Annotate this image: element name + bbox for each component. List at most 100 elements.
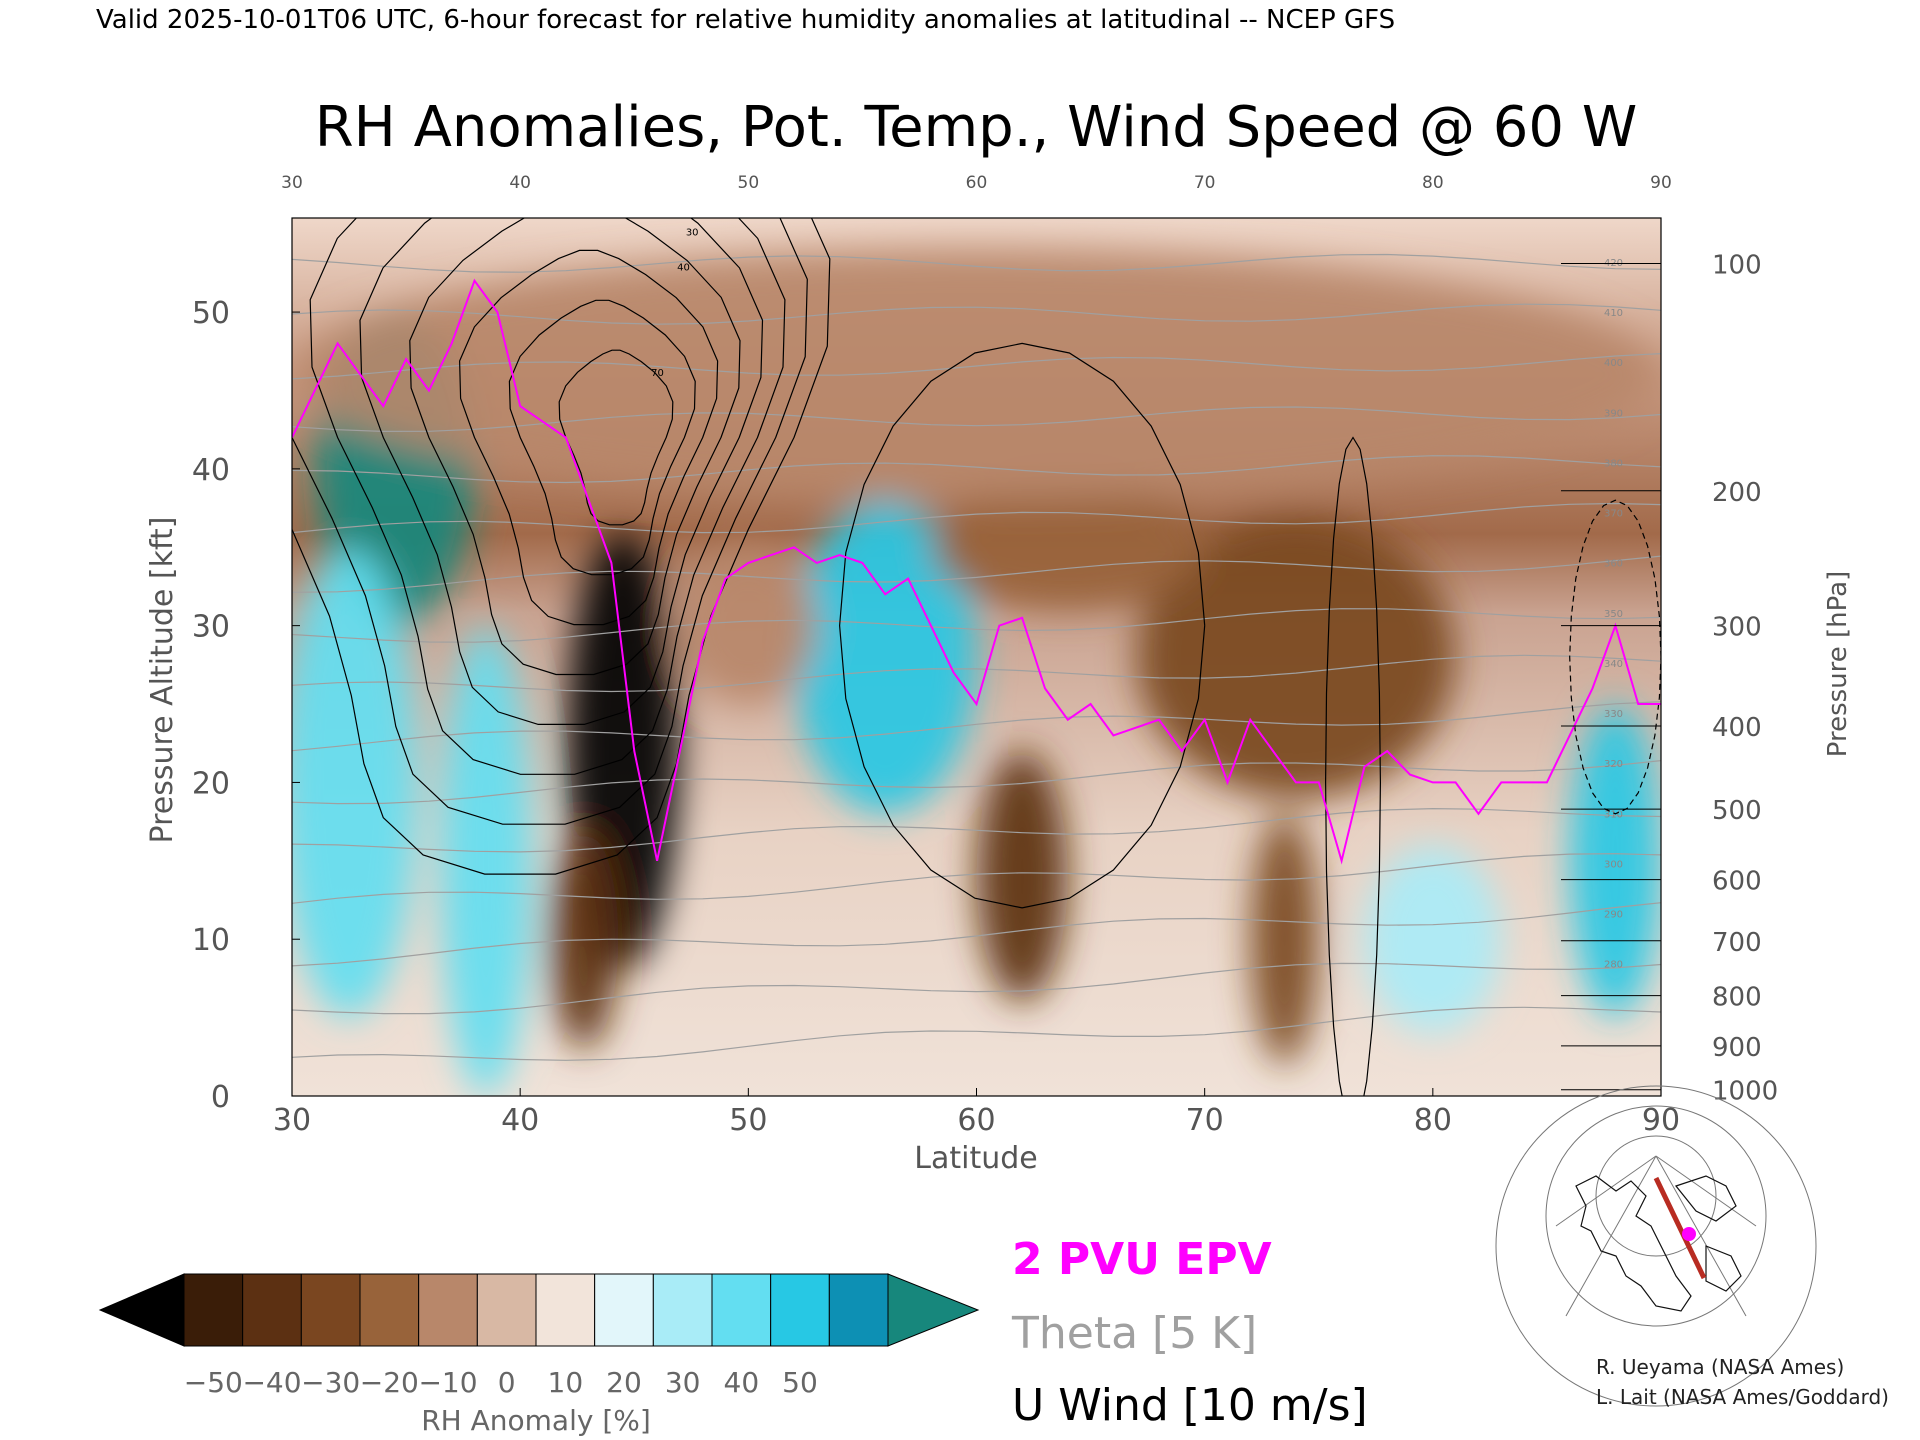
rh-anomaly-fields — [292, 249, 1661, 1096]
y-axis-right-label: Pressure [hPa] — [1823, 571, 1853, 758]
theta-label-290: 290 — [1604, 910, 1623, 921]
theta-line-350 — [292, 608, 1661, 643]
colorbar: −50 −40 −30 −20 −10 0 10 20 30 40 50 — [98, 1273, 980, 1399]
rh-field-13 — [292, 249, 1661, 501]
colorbar-high-arrow — [887, 1273, 980, 1347]
colorbar-segment-2 — [300, 1273, 361, 1347]
legend-theta: Theta [5 K] — [1011, 1308, 1257, 1359]
u-wind-contour-30 — [359, 218, 764, 726]
u-wind-contour-40 — [409, 218, 741, 676]
colorbar-segment-11 — [828, 1273, 889, 1347]
colorbar-tick-8: 30 — [665, 1366, 701, 1399]
colorbar-label: RH Anomaly [%] — [421, 1404, 651, 1437]
theta-label-330: 330 — [1604, 709, 1623, 720]
theta-line-370 — [292, 502, 1661, 534]
pressure-tick-label-300: 300 — [1712, 613, 1762, 643]
theta-line-290 — [292, 902, 1661, 967]
colorbar-segment-8 — [652, 1273, 713, 1347]
colorbar-segment-9 — [711, 1273, 772, 1347]
rh-field-9 — [1250, 813, 1319, 1065]
axes: 3030404050506060707080809090010203040501… — [192, 173, 1778, 1138]
theta-line-380 — [292, 455, 1661, 484]
x-tick-label-90: 90 — [1642, 1103, 1680, 1138]
map-coastlines — [1575, 1175, 1742, 1312]
plot-area: 2802903003103203303403503603703803904004… — [192, 173, 1778, 1138]
u-wind-label-40: 40 — [677, 263, 690, 274]
y-tick-label-50: 50 — [192, 296, 230, 331]
colorbar-tick-10: 50 — [782, 1366, 818, 1399]
colorbar-segment-10 — [770, 1273, 830, 1347]
y-tick-label-40: 40 — [192, 453, 230, 488]
colorbar-tick-2: −30 — [301, 1366, 360, 1399]
pressure-tick-label-800: 800 — [1712, 983, 1762, 1013]
u-wind-contour-0 — [292, 218, 831, 875]
rh-field-12 — [1569, 704, 1661, 1018]
chart-title: RH Anomalies, Pot. Temp., Wind Speed @ 6… — [315, 95, 1637, 160]
map-latitude-ring-inner — [1595, 1135, 1717, 1257]
theta-line-330 — [292, 701, 1661, 752]
x-tick-label-80: 80 — [1414, 1103, 1452, 1138]
theta-label-280: 280 — [1604, 960, 1623, 971]
theta-line-320 — [292, 760, 1661, 805]
pressure-tick-label-400: 400 — [1712, 713, 1762, 743]
rh-field-10 — [930, 484, 1205, 610]
x-tick-label-50: 50 — [729, 1103, 767, 1138]
colorbar-low-arrow — [98, 1273, 185, 1347]
map-inset — [1495, 1085, 1817, 1407]
colorbar-segment-3 — [359, 1273, 420, 1347]
pressure-tick-label-700: 700 — [1712, 928, 1762, 958]
theta-line-270 — [292, 1006, 1661, 1061]
map-latitude-ring-outer — [1495, 1085, 1817, 1407]
colorbar-segment-7 — [594, 1273, 654, 1347]
x-tick-label-60: 60 — [957, 1103, 995, 1138]
theta-line-400 — [292, 353, 1661, 380]
valid-line: Valid 2025-10-01T06 UTC, 6-hour forecast… — [96, 5, 1395, 35]
pressure-tick-label-200: 200 — [1712, 478, 1762, 508]
colorbar-segment-5 — [476, 1273, 537, 1347]
x-top-tick-label-60: 60 — [966, 173, 988, 193]
rh-field-6 — [679, 547, 817, 705]
u-wind-contour-50 — [458, 249, 719, 626]
theta-line-340 — [292, 654, 1661, 693]
legend-uwind: U Wind [10 m/s] — [1012, 1380, 1368, 1431]
colorbar-segment-6 — [535, 1273, 596, 1347]
map-meridian-1 — [1565, 1155, 1657, 1317]
colorbar-segment-1 — [242, 1273, 302, 1347]
credit-line-2: L. Lait (NASA Ames/Goddard) — [1596, 1385, 1889, 1409]
rh-field-2 — [440, 625, 532, 1096]
x-tick-label-40: 40 — [501, 1103, 539, 1138]
pressure-tick-label-500: 500 — [1712, 796, 1762, 826]
x-tick-label-70: 70 — [1186, 1103, 1224, 1138]
x-top-tick-label-70: 70 — [1194, 173, 1216, 193]
map-cross-section-path — [1653, 1176, 1707, 1280]
theta-label-410: 410 — [1604, 308, 1623, 319]
x-top-tick-label-30: 30 — [281, 173, 303, 193]
x-tick-label-30: 30 — [273, 1103, 311, 1138]
pressure-tick-label-600: 600 — [1712, 867, 1762, 897]
theta-line-300 — [292, 853, 1661, 904]
colorbar-tick-6: 10 — [548, 1366, 584, 1399]
u-wind-secondary-2 — [1569, 499, 1661, 815]
epv-2pvu-line-group — [292, 278, 1661, 865]
theta-label-370: 370 — [1604, 509, 1623, 520]
x-axis-label: Latitude — [914, 1141, 1037, 1176]
rh-field-1 — [292, 547, 418, 1018]
pressure-tick-label-900: 900 — [1712, 1033, 1762, 1063]
theta-label-350: 350 — [1604, 609, 1623, 620]
theta-line-420 — [292, 253, 1661, 273]
rh-field-4 — [549, 829, 619, 1049]
x-top-tick-label-50: 50 — [738, 173, 760, 193]
theta-label-340: 340 — [1604, 659, 1623, 670]
u-wind-contour-10 — [292, 218, 808, 825]
colorbar-tick-5: 0 — [498, 1366, 516, 1399]
map-meridian-3 — [1555, 1155, 1657, 1227]
y-tick-label-0: 0 — [211, 1080, 230, 1115]
colorbar-segment-0 — [183, 1273, 244, 1347]
u-wind-contour-60 — [508, 299, 696, 576]
u-wind-contour-20 — [309, 218, 786, 775]
theta-line-410 — [292, 303, 1661, 325]
legend-epv: 2 PVU EPV — [1012, 1234, 1272, 1285]
theta-label-380: 380 — [1604, 458, 1623, 469]
theta-line-310 — [292, 807, 1661, 853]
